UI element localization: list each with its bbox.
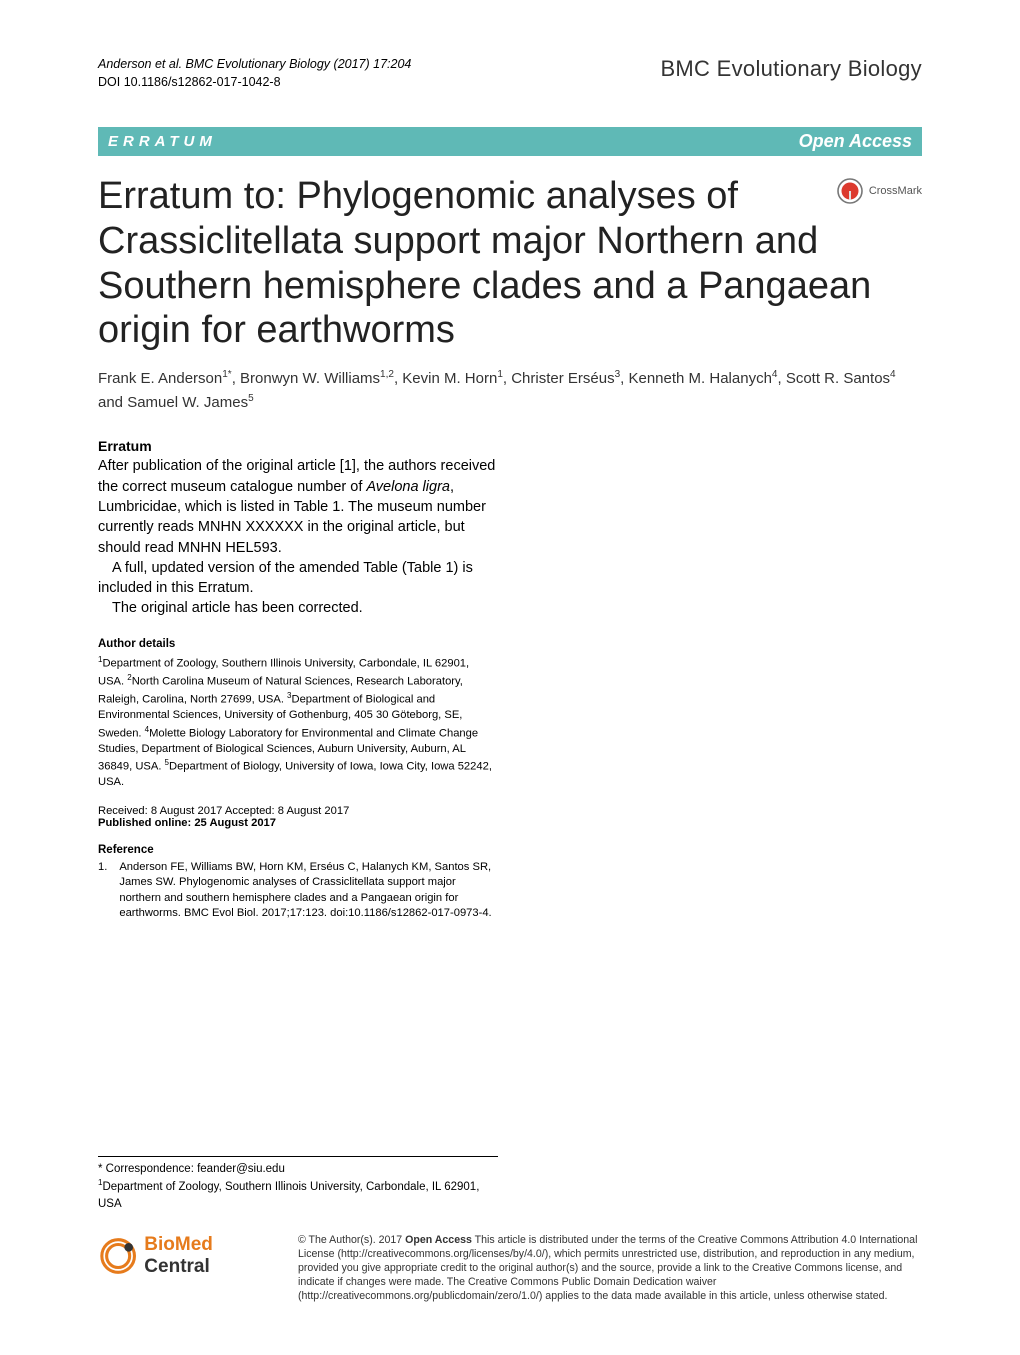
biomed-icon xyxy=(98,1235,138,1277)
body-column: Erratum After publication of the origina… xyxy=(98,438,498,935)
correspondence-block: * Correspondence: feander@siu.edu 1Depar… xyxy=(98,1156,498,1213)
license-block: BioMed Central © The Author(s). 2017 Ope… xyxy=(98,1234,922,1304)
dates-block: Received: 8 August 2017 Accepted: 8 Augu… xyxy=(98,805,498,829)
correspondence-email: * Correspondence: feander@siu.edu xyxy=(98,1161,498,1178)
author-list: Frank E. Anderson1*, Bronwyn W. Williams… xyxy=(98,367,922,414)
erratum-p1: After publication of the original articl… xyxy=(98,456,498,557)
published-online: Published online: 25 August 2017 xyxy=(98,817,498,829)
received-accepted: Received: 8 August 2017 Accepted: 8 Augu… xyxy=(98,805,498,817)
license-text: © The Author(s). 2017 Open Access This a… xyxy=(298,1234,922,1304)
biomed-central: Central xyxy=(144,1256,209,1277)
crossmark-label: CrossMark xyxy=(869,185,922,197)
reference-text: Anderson FE, Williams BW, Horn KM, Erséu… xyxy=(119,860,498,922)
crossmark-icon xyxy=(837,178,863,204)
author-details-text: 1Department of Zoology, Southern Illinoi… xyxy=(98,654,498,791)
open-access-label: Open Access xyxy=(799,131,912,152)
article-type-label: ERRATUM xyxy=(108,133,217,150)
citation-line: Anderson et al. BMC Evolutionary Biology… xyxy=(98,56,411,74)
biomed-text: BioMed Central xyxy=(144,1234,278,1278)
erratum-p2: A full, updated version of the amended T… xyxy=(98,558,498,599)
page-header: Anderson et al. BMC Evolutionary Biology… xyxy=(98,56,922,91)
erratum-heading: Erratum xyxy=(98,438,498,454)
reference-list: 1. Anderson FE, Williams BW, Horn KM, Er… xyxy=(98,860,498,922)
reference-section: Reference 1. Anderson FE, Williams BW, H… xyxy=(98,843,498,922)
crossmark-badge[interactable]: CrossMark xyxy=(837,178,922,204)
biomed-central-logo: BioMed Central xyxy=(98,1234,278,1278)
header-citation-block: Anderson et al. BMC Evolutionary Biology… xyxy=(98,56,411,91)
reference-heading: Reference xyxy=(98,843,498,859)
spacer xyxy=(98,936,922,1156)
journal-name: BMC Evolutionary Biology xyxy=(660,56,922,82)
article-title: Erratum to: Phylogenomic analyses of Cra… xyxy=(98,174,922,353)
reference-item: 1. Anderson FE, Williams BW, Horn KM, Er… xyxy=(98,860,498,922)
erratum-body: After publication of the original articl… xyxy=(98,456,498,618)
doi-line: DOI 10.1186/s12862-017-1042-8 xyxy=(98,74,411,92)
author-details-heading: Author details xyxy=(98,637,498,653)
page: Anderson et al. BMC Evolutionary Biology… xyxy=(0,0,1020,1344)
erratum-p3: The original article has been corrected. xyxy=(98,598,498,618)
biomed-bio: BioMed xyxy=(144,1234,213,1255)
reference-number: 1. xyxy=(98,860,107,922)
category-bar: ERRATUM Open Access xyxy=(98,127,922,156)
correspondence-affiliation: 1Department of Zoology, Southern Illinoi… xyxy=(98,1177,498,1212)
author-details-section: Author details 1Department of Zoology, S… xyxy=(98,637,498,791)
